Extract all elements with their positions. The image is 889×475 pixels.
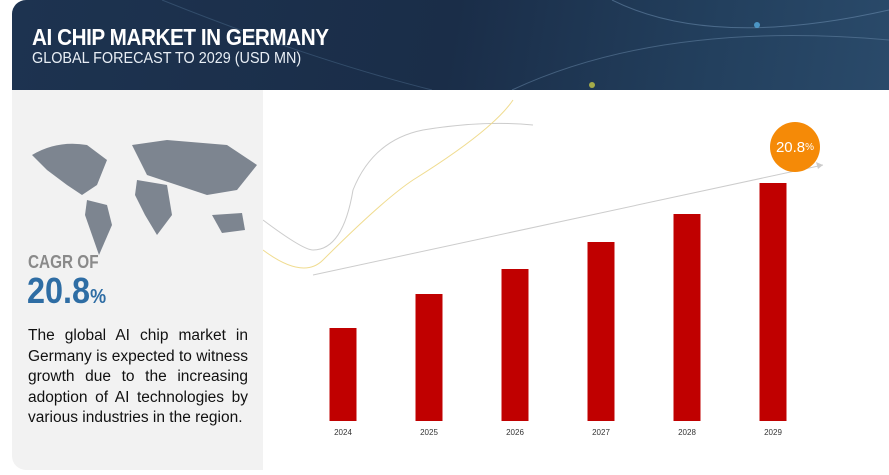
header-decoration bbox=[161, 0, 889, 90]
badge-value: 20.8 bbox=[775, 138, 806, 156]
market-description: The global AI chip market in Germany is … bbox=[28, 327, 248, 426]
cagr-label: CAGR OF bbox=[28, 252, 99, 272]
summary-panel bbox=[12, 90, 263, 470]
bar-2027 bbox=[587, 242, 615, 421]
cagr-badge: 20.8% bbox=[770, 122, 820, 172]
bar-2024 bbox=[329, 328, 357, 421]
decor-line-yellow bbox=[263, 99, 514, 269]
page-title: AI CHIP MARKET IN GERMANY bbox=[32, 24, 329, 50]
x-tick-label: 2026 bbox=[506, 428, 524, 437]
bar-chart: 2024 2025 2026 2027 2028 2029 bbox=[263, 99, 824, 437]
decor-line-gray bbox=[263, 122, 534, 251]
page-subtitle: GLOBAL FORECAST TO 2029 (USD MN) bbox=[32, 50, 302, 67]
cagr-number: 20.8 bbox=[27, 270, 91, 311]
x-tick-label: 2024 bbox=[334, 428, 352, 437]
x-tick-label: 2027 bbox=[592, 428, 610, 437]
bar-2028 bbox=[673, 214, 701, 421]
x-tick-label: 2025 bbox=[420, 428, 438, 437]
x-tick-label: 2028 bbox=[678, 428, 696, 437]
trend-arrowhead bbox=[816, 162, 823, 169]
header-banner: AI CHIP MARKET IN GERMANY GLOBAL FORECAS… bbox=[12, 0, 889, 90]
badge-unit: % bbox=[805, 141, 815, 153]
bar-2029 bbox=[759, 183, 787, 421]
cagr-unit: % bbox=[90, 286, 107, 308]
bar-2025 bbox=[415, 294, 443, 421]
bar-2026 bbox=[501, 269, 529, 421]
cagr-value: 20.8% bbox=[27, 270, 106, 312]
world-map-icon bbox=[32, 140, 257, 255]
trend-arrow bbox=[312, 164, 824, 276]
x-tick-label: 2029 bbox=[764, 428, 782, 437]
